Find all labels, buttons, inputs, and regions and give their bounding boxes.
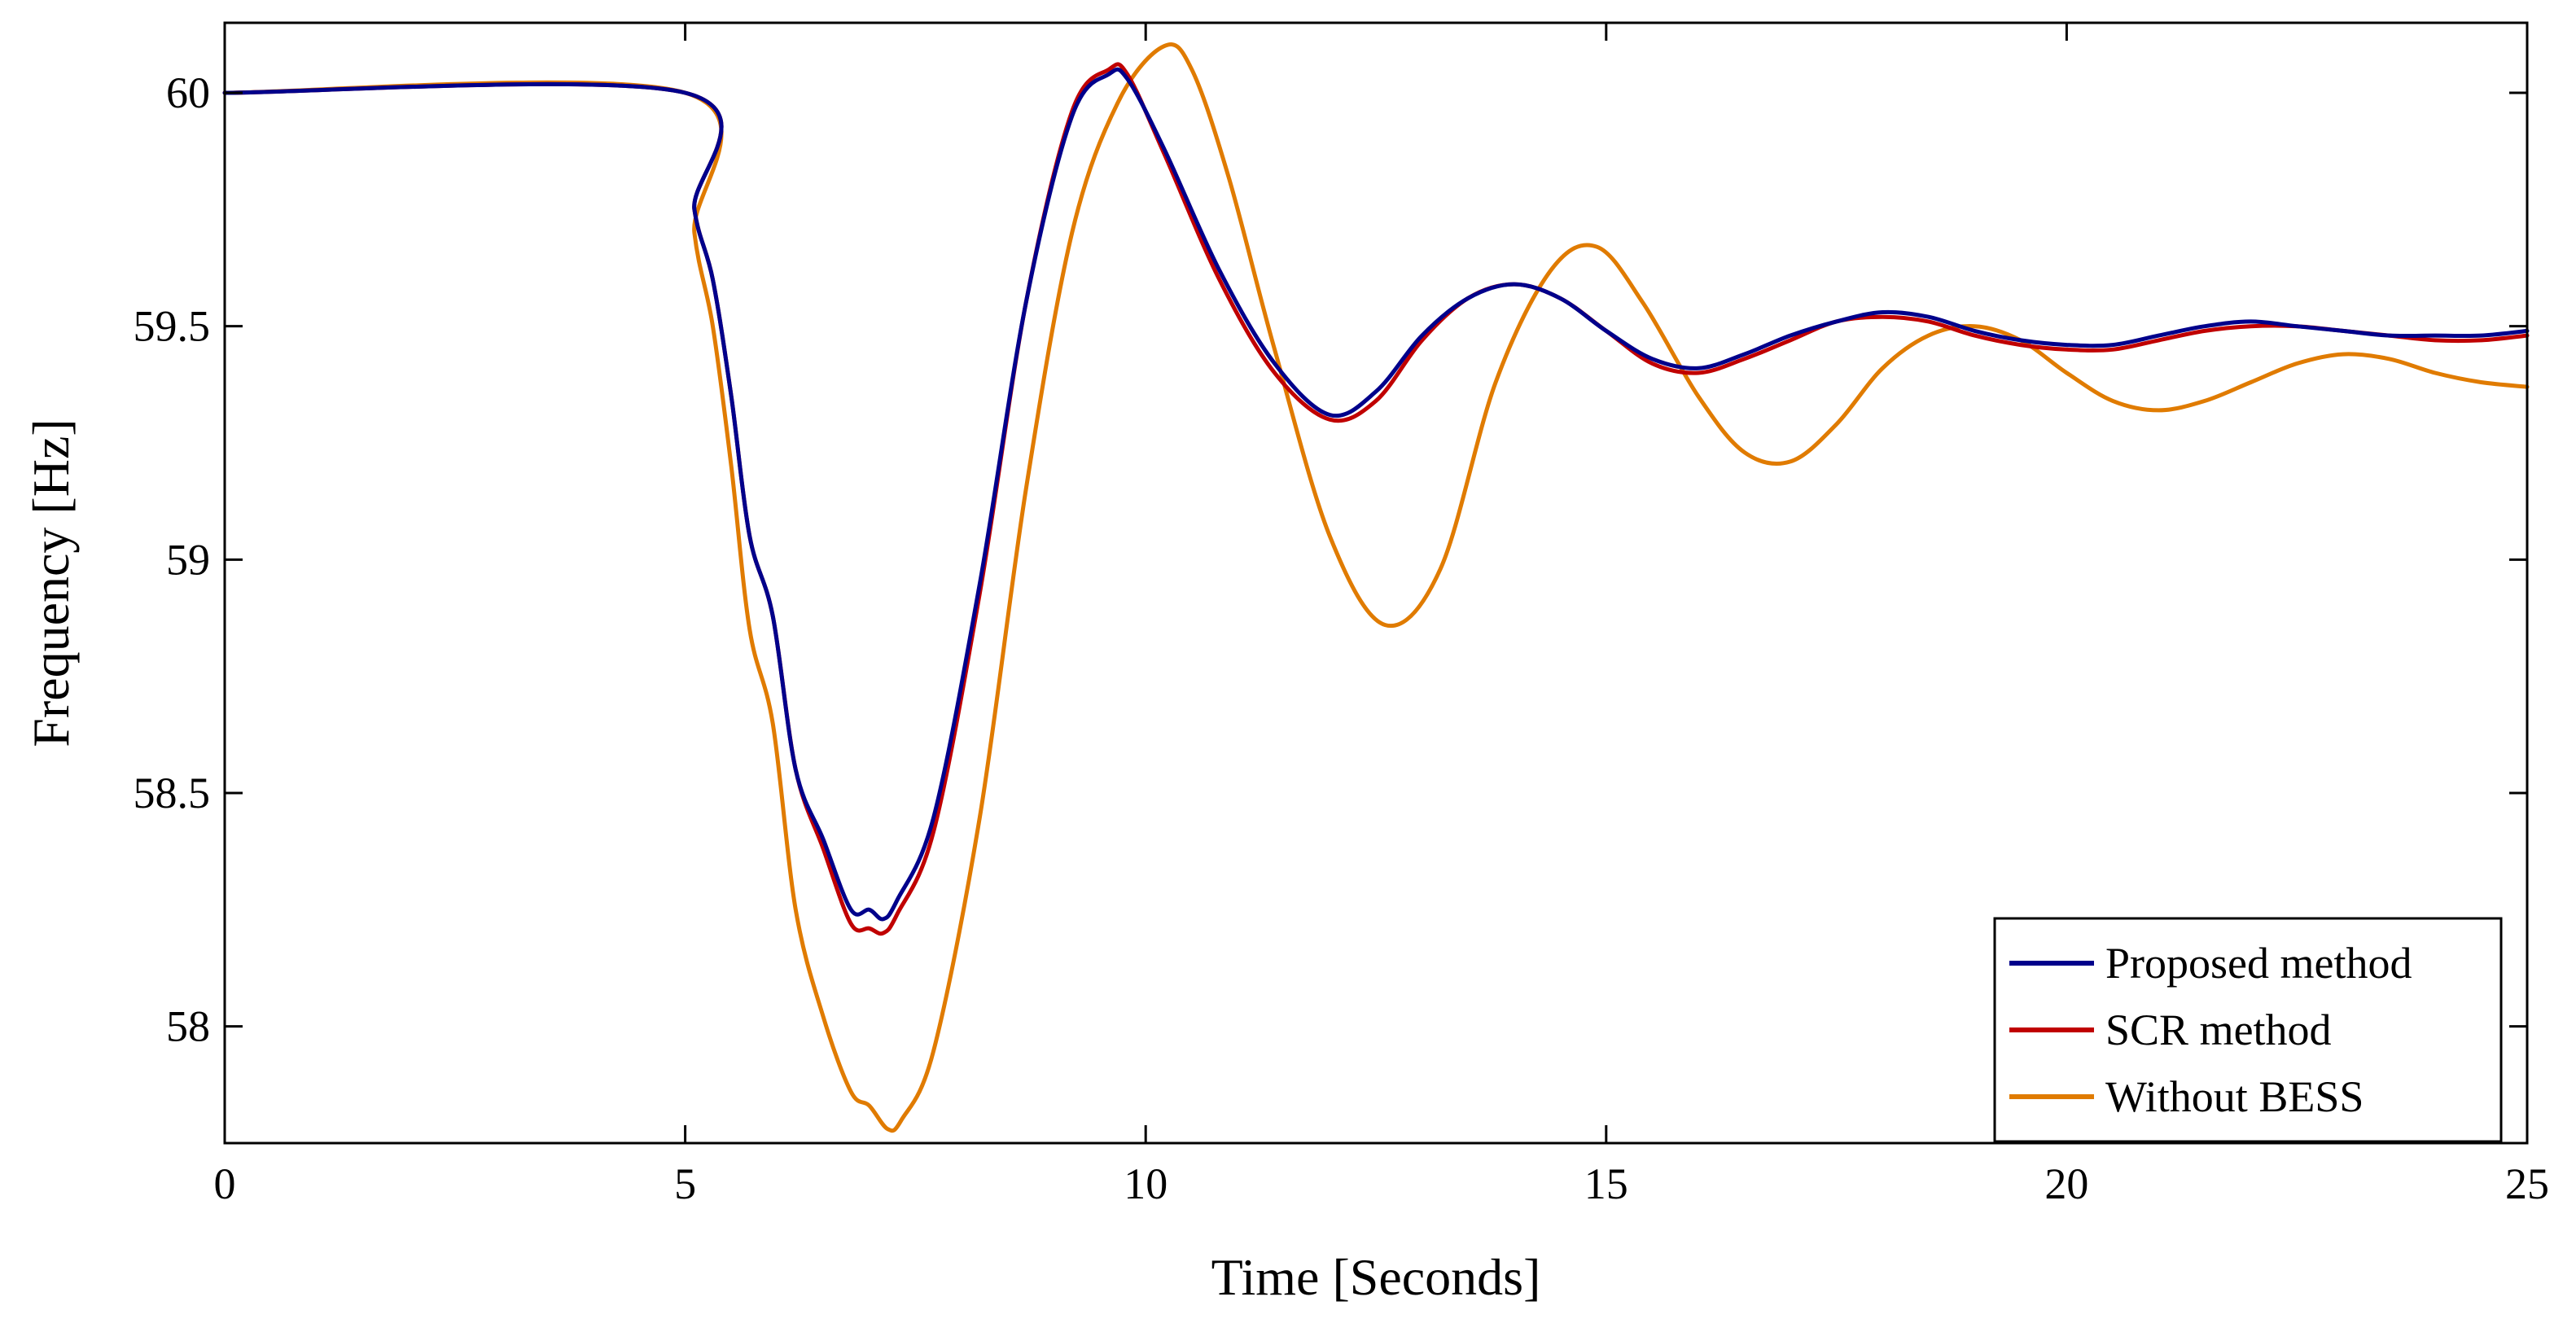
x-axis-label: Time [Seconds] xyxy=(1211,1248,1541,1306)
legend: Proposed method SCR method Without BESS xyxy=(1993,917,2503,1143)
y-axis-label: Frequency [Hz] xyxy=(22,418,80,747)
series-line-proposed-method xyxy=(222,67,2530,922)
plot-area-frame xyxy=(223,21,2529,1145)
legend-label: Without BESS xyxy=(2105,1072,2364,1121)
y-tick-label: 58 xyxy=(166,1002,210,1051)
y-tick-label: 59 xyxy=(166,535,210,584)
axis-ticks: 0 5 10 15 20 25 58 58.5 59 59.5 60 xyxy=(134,23,2549,1208)
x-tick-label: 25 xyxy=(2505,1159,2549,1208)
y-tick-label: 58.5 xyxy=(134,769,211,817)
legend-label: Proposed method xyxy=(2105,939,2412,988)
x-tick-label: 20 xyxy=(2044,1159,2088,1208)
y-tick-label: 59.5 xyxy=(134,302,211,351)
x-tick-label: 15 xyxy=(1584,1159,1628,1208)
series-layer xyxy=(222,42,2530,1133)
series-line-without-bess xyxy=(222,42,2530,1133)
x-tick-label: 5 xyxy=(674,1159,696,1208)
y-tick-label: 60 xyxy=(166,68,210,117)
x-tick-label: 0 xyxy=(214,1159,236,1208)
legend-label: SCR method xyxy=(2105,1006,2332,1054)
x-tick-label: 10 xyxy=(1124,1159,1168,1208)
